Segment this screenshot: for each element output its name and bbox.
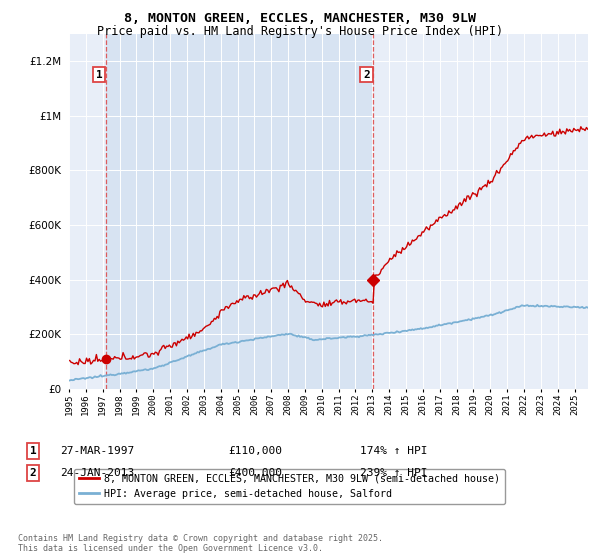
Legend: 8, MONTON GREEN, ECCLES, MANCHESTER, M30 9LW (semi-detached house), HPI: Average: 8, MONTON GREEN, ECCLES, MANCHESTER, M30… xyxy=(74,469,505,504)
Text: 2: 2 xyxy=(29,468,37,478)
Text: 1: 1 xyxy=(29,446,37,456)
Text: 239% ↑ HPI: 239% ↑ HPI xyxy=(360,468,427,478)
Bar xyxy=(106,34,373,389)
Text: 27-MAR-1997: 27-MAR-1997 xyxy=(60,446,134,456)
Text: 24-JAN-2013: 24-JAN-2013 xyxy=(60,468,134,478)
Text: 1: 1 xyxy=(96,69,103,80)
Text: £400,000: £400,000 xyxy=(228,468,282,478)
Text: 174% ↑ HPI: 174% ↑ HPI xyxy=(360,446,427,456)
Text: Contains HM Land Registry data © Crown copyright and database right 2025.
This d: Contains HM Land Registry data © Crown c… xyxy=(18,534,383,553)
Text: 2: 2 xyxy=(363,69,370,80)
Text: Price paid vs. HM Land Registry's House Price Index (HPI): Price paid vs. HM Land Registry's House … xyxy=(97,25,503,38)
Text: £110,000: £110,000 xyxy=(228,446,282,456)
Text: 8, MONTON GREEN, ECCLES, MANCHESTER, M30 9LW: 8, MONTON GREEN, ECCLES, MANCHESTER, M30… xyxy=(124,12,476,25)
